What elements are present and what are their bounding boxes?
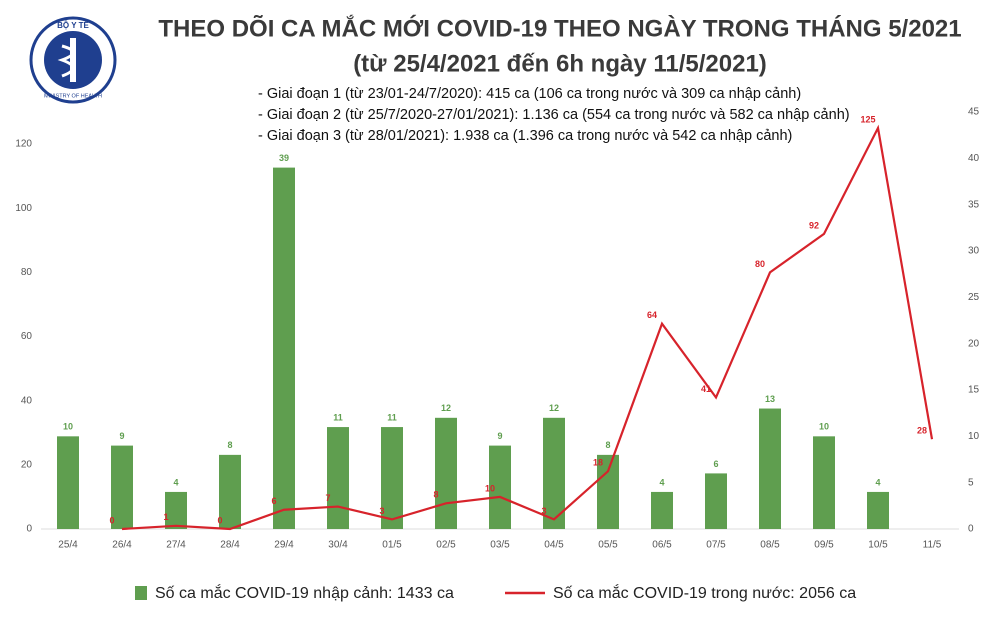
y2-tick-label: 5 — [968, 477, 974, 488]
bar-value-label: 11 — [333, 412, 343, 422]
line-value-label: 10 — [485, 483, 495, 493]
line-value-label: 41 — [701, 384, 711, 394]
bar-value-label: 8 — [227, 440, 232, 450]
bar — [435, 417, 457, 529]
line-value-label: 0 — [109, 515, 114, 525]
logo-staff — [70, 38, 76, 82]
y2-tick-label: 40 — [968, 153, 980, 164]
y-tick-label: 20 — [21, 459, 33, 470]
bar — [327, 427, 349, 529]
y2-tick-label: 45 — [968, 107, 980, 118]
line-value-label: 6 — [271, 496, 276, 506]
bar-value-label: 4 — [875, 477, 880, 487]
logo-text: MINISTRY OF HEALTH — [44, 93, 102, 99]
x-tick-label: 05/5 — [598, 540, 618, 551]
line-value-label: 28 — [917, 426, 927, 436]
bar-value-label: 10 — [63, 422, 73, 432]
line-value-label: 3 — [379, 506, 384, 516]
x-tick-label: 08/5 — [760, 540, 780, 551]
annotation: - Giai đoạn 3 (từ 28/01/2021): 1.938 ca … — [258, 128, 792, 144]
bar — [57, 436, 79, 529]
legend-label: Số ca mắc COVID-19 trong nước: 2056 ca — [553, 583, 856, 602]
y2-tick-label: 15 — [968, 385, 980, 396]
line-value-label: 3 — [541, 506, 546, 516]
y2-tick-label: 35 — [968, 199, 980, 210]
y-tick-label: 80 — [21, 267, 33, 278]
bar — [867, 491, 889, 529]
bar — [651, 491, 673, 529]
annotation: - Giai đoạn 2 (từ 25/7/2020-27/01/2021):… — [258, 107, 850, 123]
logo: BỘ Y TẾ MINISTRY OF HEALTH — [29, 16, 117, 104]
bar — [165, 491, 187, 529]
line-value-label: 64 — [647, 310, 657, 320]
bar — [759, 408, 781, 529]
bar-value-label: 13 — [765, 394, 775, 404]
y-tick-label: 100 — [15, 203, 32, 214]
bar-value-label: 10 — [819, 422, 829, 432]
x-tick-label: 06/5 — [652, 540, 672, 551]
x-tick-label: 09/5 — [814, 540, 834, 551]
bar — [219, 454, 241, 529]
logo-snake — [57, 44, 75, 78]
y2-tick-label: 10 — [968, 431, 980, 442]
line-value-label: 7 — [325, 493, 330, 503]
bar — [489, 445, 511, 529]
bar-value-label: 9 — [497, 431, 502, 441]
y-tick-label: 60 — [21, 331, 33, 342]
x-tick-label: 10/5 — [868, 540, 888, 551]
annotation: - Giai đoạn 1 (từ 23/01-24/7/2020): 415 … — [258, 86, 801, 102]
x-tick-label: 11/5 — [923, 540, 942, 551]
y-tick-label: 40 — [21, 395, 33, 406]
line-value-label: 18 — [593, 458, 603, 468]
line-value-label: 80 — [755, 259, 765, 269]
chart-subtitle: (từ 25/4/2021 đến 6h ngày 11/5/2021) — [353, 50, 767, 77]
y2-tick-label: 30 — [968, 246, 980, 257]
line-value-label: 0 — [217, 515, 222, 525]
x-tick-label: 26/4 — [112, 540, 132, 551]
x-tick-label: 04/5 — [544, 540, 564, 551]
bar-value-label: 12 — [441, 403, 451, 413]
line-value-label: 1 — [163, 512, 168, 522]
x-tick-label: 30/4 — [328, 540, 348, 551]
line-value-label: 125 — [860, 114, 875, 124]
bar — [543, 417, 565, 529]
x-tick-label: 07/5 — [706, 540, 726, 551]
x-tick-label: 02/5 — [436, 540, 456, 551]
y2-tick-label: 25 — [968, 292, 980, 303]
bar — [813, 436, 835, 529]
y2-tick-label: 0 — [968, 524, 974, 535]
line-value-label: 8 — [433, 490, 438, 500]
bar — [273, 167, 295, 529]
chart-title: THEO DÕI CA MẮC MỚI COVID-19 THEO NGÀY T… — [158, 14, 961, 42]
y2-tick-label: 20 — [968, 338, 980, 349]
bar-value-label: 4 — [659, 477, 664, 487]
x-tick-label: 28/4 — [220, 540, 240, 551]
bar — [381, 427, 403, 529]
bar-value-label: 9 — [119, 431, 124, 441]
legend-label: Số ca mắc COVID-19 nhập cảnh: 1433 ca — [155, 583, 454, 602]
bar-value-label: 12 — [549, 403, 559, 413]
bar-value-label: 39 — [279, 153, 289, 163]
y-tick-label: 120 — [15, 139, 32, 150]
bar — [705, 473, 727, 529]
bar-value-label: 6 — [713, 459, 718, 469]
x-tick-label: 29/4 — [274, 540, 294, 551]
x-tick-label: 03/5 — [490, 540, 510, 551]
line-value-label: 92 — [809, 220, 819, 230]
bar — [111, 445, 133, 529]
bar — [597, 454, 619, 529]
line — [121, 124, 934, 531]
logo-text: BỘ Y TẾ — [57, 20, 89, 30]
x-tick-label: 01/5 — [382, 540, 402, 551]
y-tick-label: 0 — [26, 524, 32, 535]
x-tick-label: 25/4 — [58, 540, 78, 551]
legend-swatch — [135, 586, 147, 600]
bar-value-label: 8 — [605, 440, 610, 450]
bar-value-label: 4 — [173, 477, 178, 487]
x-tick-label: 27/4 — [166, 540, 186, 551]
bar-value-label: 11 — [387, 412, 397, 422]
